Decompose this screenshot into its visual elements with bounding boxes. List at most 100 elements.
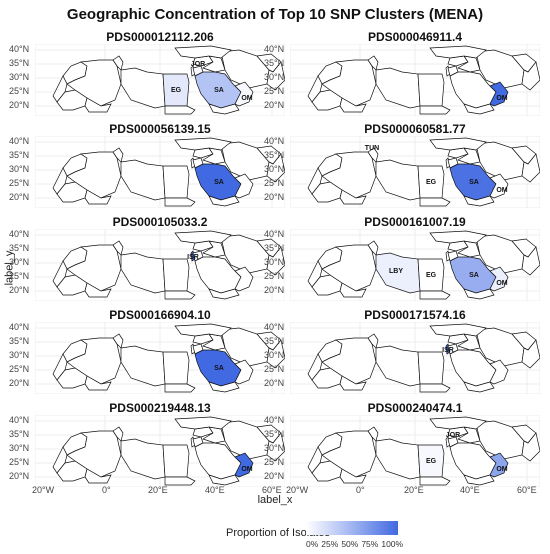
region-tr: [429, 45, 487, 59]
region-label: EG: [426, 179, 437, 186]
region-label: OM: [496, 187, 507, 194]
facet-title: PDS000219448.13: [109, 401, 211, 415]
facet-panel: PDS000161007.19 LBY EG SA OM: [290, 215, 540, 301]
facet-map: ISR: [35, 229, 285, 301]
y-tick-label: 20°N: [264, 378, 285, 388]
region-label: OM: [496, 95, 507, 102]
x-tick-label: 40°E: [205, 485, 225, 495]
region-pk: [266, 339, 285, 369]
region-label: EG: [171, 87, 182, 94]
region-sd: [419, 197, 451, 207]
region-sd: [164, 197, 196, 207]
y-tick-label: 40°N: [264, 415, 285, 425]
facet-map: OM: [290, 44, 540, 116]
region-label: OM: [496, 466, 507, 473]
region-sd: [164, 476, 196, 486]
facet-panel: PDS000171574.16 ISR: [290, 308, 540, 394]
region-eg: [417, 444, 445, 478]
region-ws: [52, 75, 68, 103]
x-tick-label: 20°E: [148, 485, 168, 495]
region-sd: [419, 105, 451, 115]
facet-title: PDS000012112.206: [106, 30, 214, 44]
region-pk: [266, 246, 285, 276]
facet-map: EG SA JOR OM: [35, 44, 285, 116]
facet-panel: PDS000056139.15 SA: [35, 122, 285, 208]
y-tick-label: 30°N: [9, 350, 30, 360]
region-ye: [463, 195, 495, 207]
region-label: SA: [469, 179, 479, 186]
y-tick-label: 35°N: [9, 243, 30, 253]
region-label: JOR: [191, 61, 205, 68]
region-ye: [208, 288, 240, 300]
region-eg: [417, 351, 445, 385]
y-tick-label: 20°N: [264, 471, 285, 481]
region-pk: [521, 339, 540, 369]
region-tr: [174, 416, 232, 430]
region-pk: [521, 153, 540, 183]
region-tun: [367, 147, 379, 163]
region-eg: [162, 258, 190, 292]
x-tick-label: 60°E: [262, 485, 282, 495]
region-om: [489, 266, 509, 292]
x-tick-label: 60°E: [517, 485, 537, 495]
region-ws: [52, 167, 68, 195]
y-tick-label: 30°N: [9, 164, 30, 174]
region-ws: [307, 260, 323, 288]
region-eg: [162, 351, 190, 385]
facet-title: PDS000240474.1: [367, 401, 463, 415]
facet-title: PDS000171574.16: [364, 308, 466, 322]
region-label: SA: [214, 179, 224, 186]
region-pk: [521, 246, 540, 276]
region-tr: [174, 45, 232, 59]
region-tr: [174, 137, 232, 151]
legend-label: 75%: [361, 539, 379, 549]
y-tick-label: 20°N: [9, 378, 30, 388]
region-ye: [463, 474, 495, 486]
region-label: ISR: [442, 347, 454, 354]
region-label: ISR: [187, 254, 199, 261]
region-tr: [174, 230, 232, 244]
y-tick-label: 20°N: [264, 192, 285, 202]
region-label: SA: [469, 272, 479, 279]
region-ml: [84, 97, 112, 113]
region-label: OM: [241, 466, 252, 473]
facet-panel: PDS000219448.13 OM: [35, 401, 285, 487]
region-ye: [208, 381, 240, 393]
y-tick-label: 25°N: [264, 178, 285, 188]
x-tick-label: 0°: [102, 485, 111, 495]
region-tun: [112, 147, 124, 163]
region-label: JOR: [446, 432, 460, 439]
y-tick-label: 30°N: [264, 350, 285, 360]
region-ws: [52, 353, 68, 381]
x-tick-label: 40°E: [460, 485, 480, 495]
x-axis-title: label_x: [257, 494, 293, 506]
y-tick-label: 40°N: [9, 415, 30, 425]
region-label: SA: [214, 87, 224, 94]
y-tick-label: 20°N: [264, 285, 285, 295]
facet-panel: PDS000105033.2 ISR: [35, 215, 285, 301]
y-tick-label: 35°N: [9, 150, 30, 160]
region-om: [489, 81, 509, 107]
y-tick-label: 35°N: [264, 429, 285, 439]
y-tick-label: 20°N: [9, 285, 30, 295]
facet-map: LBY EG SA OM: [290, 229, 540, 301]
facet-panel: PDS000166904.10 SA: [35, 308, 285, 394]
region-om: [489, 359, 509, 385]
y-tick-label: 40°N: [9, 322, 30, 332]
region-tun: [367, 426, 379, 442]
y-tick-label: 30°N: [264, 72, 285, 82]
region-label: EG: [426, 458, 437, 465]
y-tick-label: 30°N: [264, 443, 285, 453]
region-tun: [112, 426, 124, 442]
region-sd: [164, 105, 196, 115]
region-tr: [429, 230, 487, 244]
legend-label: 50%: [341, 539, 359, 549]
region-ye: [463, 288, 495, 300]
y-tick-label: 30°N: [9, 257, 30, 267]
region-pk: [266, 61, 285, 91]
y-tick-label: 20°N: [9, 100, 30, 110]
region-label: EG: [426, 272, 437, 279]
y-tick-label: 30°N: [264, 257, 285, 267]
region-ml: [339, 375, 367, 391]
region-eg: [417, 258, 445, 292]
